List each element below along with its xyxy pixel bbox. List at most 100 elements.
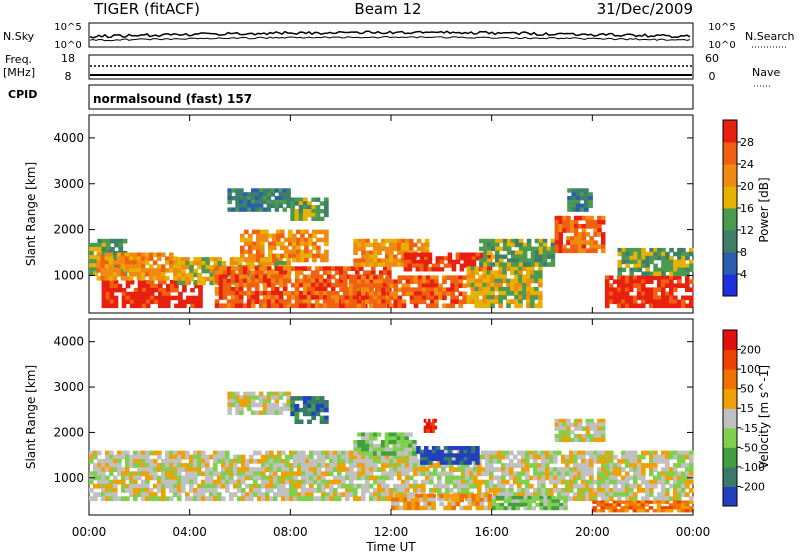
heatmap-cell — [237, 261, 243, 266]
heatmap-cell — [361, 454, 366, 460]
heatmap-cell — [270, 391, 276, 396]
heatmap-cell — [296, 237, 301, 243]
heatmap-cell — [423, 493, 428, 499]
heatmap-cell — [242, 282, 248, 288]
heatmap-cell — [365, 471, 370, 477]
heatmap-cell — [523, 506, 529, 511]
heatmap-cell — [505, 450, 510, 456]
heatmap-cell — [257, 467, 262, 472]
heatmap-cell — [109, 483, 114, 489]
heatmap-cell — [305, 475, 310, 481]
x-tick-label: 16:00 — [474, 525, 509, 539]
heatmap-cell — [166, 299, 171, 305]
heatmap-cell — [269, 450, 274, 456]
heatmap-cell — [209, 475, 214, 481]
heatmap-cell — [653, 255, 658, 261]
heatmap-cell — [513, 475, 518, 481]
heatmap-cell — [261, 463, 266, 468]
heatmap-cell — [108, 256, 114, 261]
heatmap-cell — [669, 450, 674, 456]
heatmap-cell — [403, 493, 408, 499]
heatmap-cell — [293, 492, 298, 497]
heatmap-cell — [349, 454, 354, 460]
heatmap-cell — [165, 454, 170, 460]
heatmap-cell — [165, 268, 170, 273]
heatmap-cell — [235, 196, 240, 201]
heatmap-cell — [554, 244, 560, 250]
heatmap-cell — [89, 271, 94, 276]
heatmap-cell — [450, 275, 455, 280]
heatmap-cell — [454, 299, 459, 305]
heatmap-cell — [543, 495, 548, 500]
heatmap-cell — [137, 303, 143, 309]
heatmap-cell — [262, 295, 268, 300]
heatmap-cell — [181, 488, 186, 493]
heatmap-cell — [153, 283, 159, 289]
heatmap-cell — [194, 299, 199, 305]
heatmap-cell — [97, 458, 102, 464]
heatmap-cell — [431, 453, 437, 458]
heatmap-cell — [282, 282, 288, 288]
heatmap-cell — [593, 219, 598, 225]
heatmap-cell — [537, 488, 542, 493]
heatmap-cell — [403, 497, 408, 503]
heatmap-cell — [429, 488, 434, 493]
heatmap-cell — [222, 270, 228, 276]
heatmap-cell — [534, 238, 540, 244]
heatmap-cell — [527, 502, 532, 507]
heatmap-cell — [412, 443, 417, 449]
heatmap-cell — [329, 463, 334, 468]
heatmap-cell — [505, 488, 510, 493]
heatmap-cell — [447, 493, 452, 499]
heatmap-cell — [136, 268, 142, 273]
heatmap-cell — [258, 391, 264, 396]
heatmap-cell — [262, 299, 268, 304]
heatmap-cell — [270, 199, 276, 205]
heatmap-cell — [495, 262, 500, 267]
heatmap-cell — [121, 496, 126, 502]
heatmap-cell — [198, 303, 203, 309]
heatmap-cell — [628, 295, 634, 301]
heatmap-cell — [281, 496, 286, 502]
heatmap-cell — [125, 483, 130, 489]
heatmap-cell — [365, 242, 370, 248]
heatmap-cell — [348, 283, 354, 288]
heatmap-cell — [381, 496, 386, 502]
heatmap-cell — [381, 492, 386, 497]
heatmap-cell — [302, 286, 308, 292]
colorbar-swatch — [723, 274, 737, 297]
heatmap-cell — [296, 257, 301, 263]
heatmap-cell — [197, 454, 202, 460]
heatmap-cell — [573, 236, 579, 241]
heatmap-cell — [449, 479, 454, 485]
heatmap-cell — [273, 471, 278, 477]
heatmap-cell — [471, 497, 477, 503]
heatmap-cell — [660, 506, 666, 510]
heatmap-cell — [247, 402, 252, 408]
heatmap-cell — [377, 242, 382, 248]
heatmap-cell — [209, 272, 214, 278]
heatmap-cell — [177, 272, 182, 278]
heatmap-cell — [365, 479, 370, 485]
heatmap-cell — [577, 450, 582, 456]
heatmap-cell — [313, 458, 318, 464]
heatmap-cell — [431, 267, 437, 272]
heatmap-cell — [581, 244, 587, 250]
heatmap-cell — [319, 419, 325, 424]
heatmap-cell — [319, 216, 325, 221]
heatmap-cell — [166, 295, 171, 301]
heatmap-cell — [235, 399, 240, 404]
heatmap-cell — [416, 238, 422, 244]
heatmap-cell — [393, 287, 399, 292]
heatmap-cell — [282, 274, 288, 280]
heatmap-cell — [311, 396, 317, 401]
heatmap-cell — [425, 287, 431, 292]
heatmap-cell — [509, 488, 514, 493]
heatmap-cell — [118, 246, 124, 252]
heatmap-cell — [333, 458, 338, 464]
heatmap-cell — [365, 287, 370, 292]
heatmap-cell — [530, 295, 535, 300]
heatmap-cell — [280, 241, 285, 247]
heatmap-cell — [317, 454, 322, 460]
heatmap-cell — [510, 278, 515, 284]
